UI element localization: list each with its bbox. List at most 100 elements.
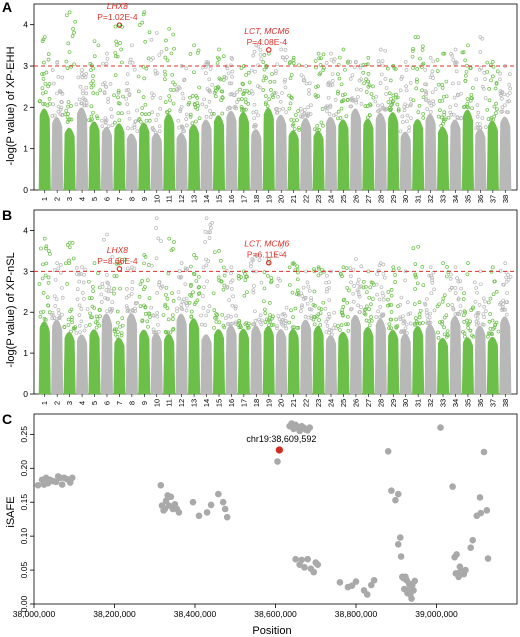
chromosome-23-point [314, 94, 319, 99]
chromosome-21-point [297, 63, 301, 68]
chromosome-4-point [80, 72, 84, 76]
chromosome-32-point [425, 297, 429, 301]
chromosome-34-point [454, 69, 459, 74]
chromosome-26-point [348, 274, 353, 279]
chromosome-31-point [412, 302, 417, 306]
chromosome-6-point [104, 273, 109, 277]
chromosome-38-point [508, 91, 512, 95]
chromosome-13-point [192, 102, 197, 106]
chromosome-18-point [252, 49, 257, 54]
chromosome-38-point [507, 72, 512, 76]
chromosome-19-point [268, 79, 273, 84]
chromosome-22-point [299, 309, 303, 313]
chromosome-28-point [384, 92, 388, 96]
chromosome-10-point [150, 263, 154, 268]
chromosome-26-point [348, 266, 353, 270]
chromosome-38-point [499, 93, 503, 98]
chromosome-35-top-point [466, 261, 470, 266]
chromosome-5-point [91, 66, 95, 71]
chromosome-8-point [124, 88, 129, 93]
chromosome-4-point [74, 102, 79, 107]
chromosome-3-point [66, 118, 71, 122]
chromosome-34-point [448, 276, 453, 281]
chromosome-16-point [227, 81, 232, 86]
chromosome-7-point [116, 88, 121, 93]
chromosome-27-point [367, 83, 372, 88]
chromosome-16-point [230, 278, 235, 283]
chromosome-16-point [229, 280, 233, 285]
chromosome-19-point [268, 301, 272, 305]
chromosome-2-point [60, 112, 65, 117]
chromosome-9-point [140, 106, 145, 110]
isafe-point [348, 582, 356, 589]
chromosome-5-point [93, 320, 98, 325]
chromosome-18-point [252, 284, 256, 288]
chromosome-32-top-point [428, 265, 433, 270]
chromosome-label-1: 1 [40, 401, 49, 405]
chromosome-20-point [274, 107, 279, 111]
chromosome-27-point [364, 284, 368, 289]
chromosome-20-point [278, 99, 283, 104]
chromosome-20-point [285, 55, 289, 59]
x-tick-label: 38,200,000 [93, 609, 136, 619]
chromosome-19-point [263, 307, 267, 312]
chromosome-label-28: 28 [376, 195, 385, 203]
chromosome-12-point [182, 297, 186, 302]
chromosome-38-point [498, 77, 502, 82]
chromosome-11-point [169, 51, 174, 56]
chromosome-15-point [216, 275, 221, 280]
chromosome-10-point [156, 329, 161, 334]
chromosome-5-point [91, 289, 95, 293]
chromosome-1-point [44, 70, 49, 75]
chromosome-15-point [222, 325, 227, 330]
chromosome-10-point-cloud [150, 132, 163, 191]
isafe-point [221, 505, 229, 513]
highlighted-snp-marker [116, 22, 123, 28]
annotation-pvalue: P=1.02E-4 [97, 12, 138, 22]
chromosome-2-point [60, 91, 65, 96]
chromosome-26-point [359, 305, 363, 310]
chromosome-26-point [348, 77, 353, 81]
chromosome-32-point [429, 291, 434, 296]
chromosome-10-point [155, 112, 160, 117]
chromosome-label-14: 14 [202, 195, 211, 203]
chromosome-17-point [242, 293, 247, 298]
chromosome-8-point [125, 102, 130, 107]
chromosome-4-point [84, 100, 89, 105]
isafe-point [215, 490, 222, 498]
chromosome-16-point [235, 100, 239, 104]
chromosome-12-point [184, 66, 189, 71]
chromosome-label-3: 3 [65, 197, 74, 201]
chromosome-16-point [227, 298, 232, 302]
chromosome-11-point [165, 110, 169, 114]
chromosome-33-point-cloud [437, 126, 450, 191]
chromosome-1-point [41, 77, 46, 81]
chromosome-label-32: 32 [426, 399, 435, 407]
chromosome-5-point [94, 314, 99, 319]
chromosome-11-point [172, 240, 176, 244]
chromosome-4-point [78, 84, 83, 89]
chromosome-12-point-cloud [175, 132, 188, 191]
chromosome-6-point [102, 80, 107, 85]
chromosome-28-point [375, 292, 380, 297]
chromosome-31-point [414, 275, 418, 280]
chromosome-30-point [400, 74, 404, 79]
chromosome-label-18: 18 [252, 195, 261, 203]
chromosome-label-13: 13 [190, 195, 199, 203]
chromosome-9-point [138, 304, 143, 308]
chromosome-7-point [112, 93, 116, 98]
chromosome-33-point-cloud [437, 338, 450, 395]
chromosome-33-point [436, 82, 441, 87]
chromosome-label-21: 21 [289, 399, 298, 407]
chromosome-22-point [309, 296, 313, 300]
chromosome-20-point [276, 314, 281, 318]
chromosome-16-point [230, 74, 234, 79]
y-tick-label: 1 [23, 144, 28, 154]
chromosome-13-top-point [192, 253, 196, 257]
chromosome-37-point [486, 300, 491, 305]
chromosome-36-point [483, 299, 487, 304]
chromosome-23-point [312, 267, 316, 271]
chromosome-34-point [455, 276, 459, 280]
chromosome-35-point [462, 331, 467, 336]
